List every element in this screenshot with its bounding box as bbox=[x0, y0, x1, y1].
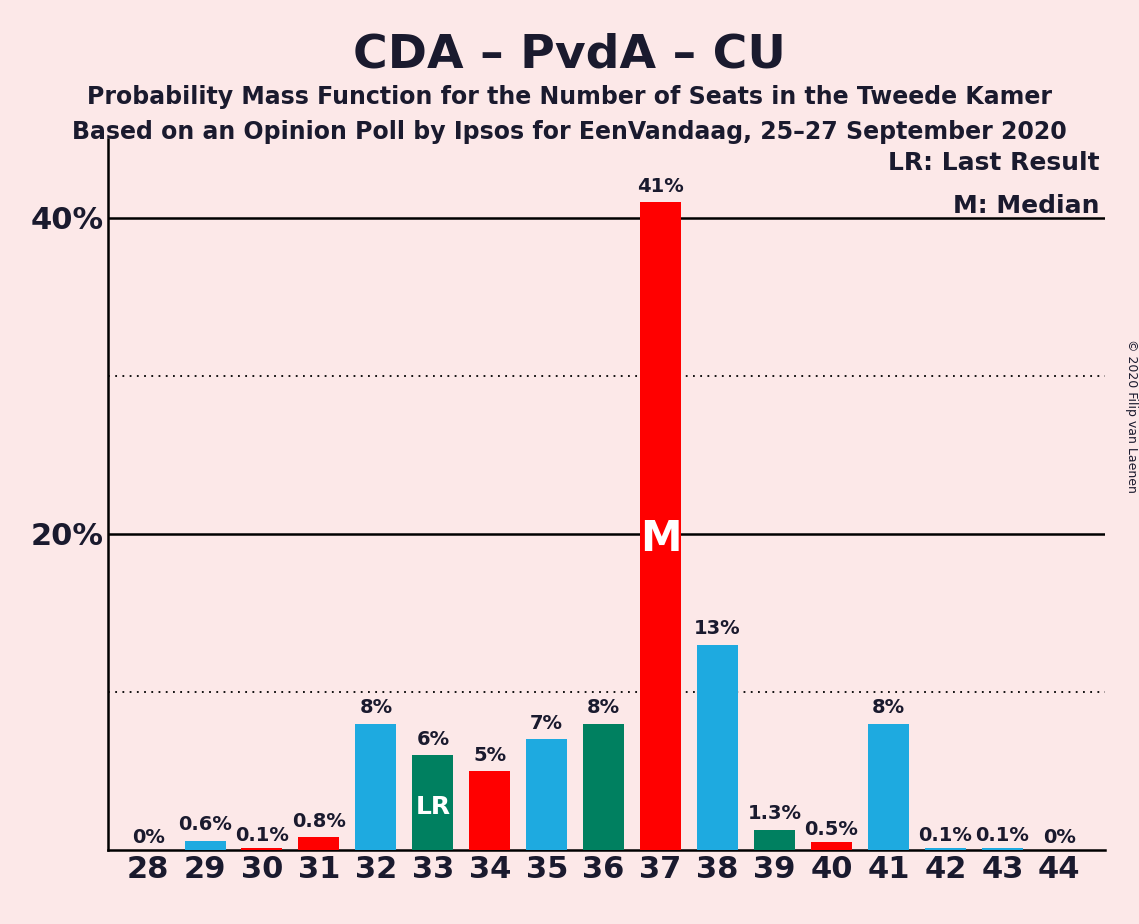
Bar bbox=[754, 830, 795, 850]
Bar bbox=[640, 201, 681, 850]
Text: 0.6%: 0.6% bbox=[178, 815, 232, 834]
Text: 5%: 5% bbox=[473, 746, 507, 765]
Text: 0.1%: 0.1% bbox=[235, 826, 289, 845]
Bar bbox=[583, 723, 624, 850]
Text: 8%: 8% bbox=[359, 699, 393, 717]
Text: CDA – PvdA – CU: CDA – PvdA – CU bbox=[353, 32, 786, 78]
Text: 41%: 41% bbox=[637, 176, 685, 196]
Text: 0.1%: 0.1% bbox=[918, 826, 973, 845]
Bar bbox=[412, 755, 453, 850]
Text: M: M bbox=[640, 518, 681, 560]
Text: 6%: 6% bbox=[416, 730, 450, 748]
Text: 1.3%: 1.3% bbox=[747, 804, 802, 823]
Bar bbox=[868, 723, 909, 850]
Text: 0.5%: 0.5% bbox=[804, 820, 859, 839]
Text: 0.1%: 0.1% bbox=[975, 826, 1030, 845]
Bar bbox=[697, 645, 738, 850]
Bar bbox=[298, 837, 339, 850]
Bar bbox=[811, 842, 852, 850]
Text: Based on an Opinion Poll by Ipsos for EenVandaag, 25–27 September 2020: Based on an Opinion Poll by Ipsos for Ee… bbox=[72, 120, 1067, 144]
Bar bbox=[185, 841, 226, 850]
Bar bbox=[469, 771, 510, 850]
Text: M: Median: M: Median bbox=[952, 194, 1099, 218]
Text: 0%: 0% bbox=[1043, 828, 1075, 847]
Text: 7%: 7% bbox=[531, 714, 563, 733]
Text: 8%: 8% bbox=[587, 699, 621, 717]
Text: 0.8%: 0.8% bbox=[292, 812, 346, 831]
Bar bbox=[241, 848, 282, 850]
Bar bbox=[526, 739, 567, 850]
Text: 8%: 8% bbox=[871, 699, 906, 717]
Text: © 2020 Filip van Laenen: © 2020 Filip van Laenen bbox=[1124, 339, 1138, 492]
Text: 0%: 0% bbox=[132, 828, 164, 847]
Text: LR: Last Result: LR: Last Result bbox=[887, 152, 1099, 176]
Bar bbox=[355, 723, 396, 850]
Text: 13%: 13% bbox=[695, 619, 740, 638]
Text: Probability Mass Function for the Number of Seats in the Tweede Kamer: Probability Mass Function for the Number… bbox=[87, 85, 1052, 109]
Text: LR: LR bbox=[416, 796, 450, 820]
Bar bbox=[982, 848, 1023, 850]
Bar bbox=[925, 848, 966, 850]
